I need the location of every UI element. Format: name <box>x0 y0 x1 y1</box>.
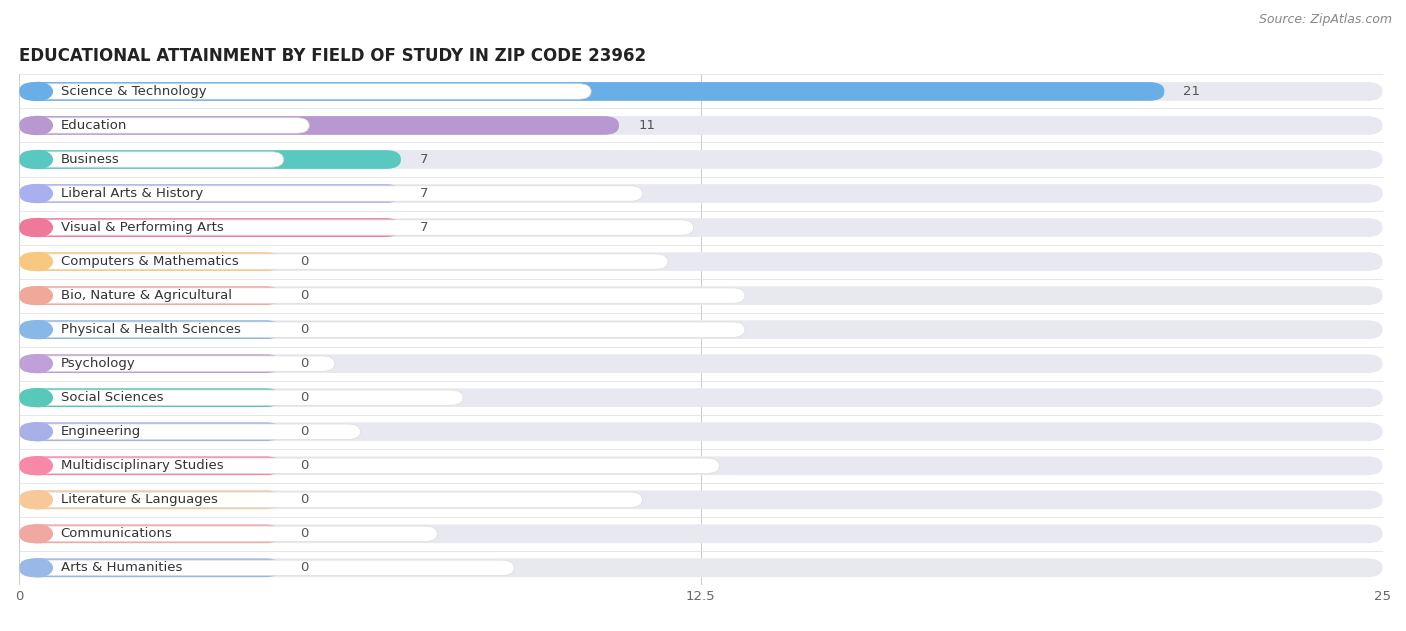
Text: 0: 0 <box>299 562 308 574</box>
FancyBboxPatch shape <box>24 560 515 575</box>
Circle shape <box>24 151 52 168</box>
FancyBboxPatch shape <box>24 288 745 304</box>
FancyBboxPatch shape <box>20 422 1382 441</box>
Circle shape <box>24 457 52 475</box>
Circle shape <box>24 559 52 577</box>
Text: 0: 0 <box>299 425 308 438</box>
Text: 0: 0 <box>299 391 308 404</box>
FancyBboxPatch shape <box>20 524 1382 543</box>
FancyBboxPatch shape <box>20 184 401 203</box>
FancyBboxPatch shape <box>20 456 1382 475</box>
Text: 0: 0 <box>299 255 308 268</box>
FancyBboxPatch shape <box>24 118 309 133</box>
FancyBboxPatch shape <box>20 321 281 339</box>
Text: Bio, Nature & Agricultural: Bio, Nature & Agricultural <box>60 289 232 302</box>
FancyBboxPatch shape <box>20 558 281 577</box>
Text: Computers & Mathematics: Computers & Mathematics <box>60 255 238 268</box>
Text: Arts & Humanities: Arts & Humanities <box>60 562 181 574</box>
FancyBboxPatch shape <box>24 356 335 371</box>
FancyBboxPatch shape <box>20 490 1382 509</box>
FancyBboxPatch shape <box>24 492 643 507</box>
FancyBboxPatch shape <box>20 116 619 135</box>
Text: Communications: Communications <box>60 528 173 540</box>
FancyBboxPatch shape <box>20 252 281 271</box>
Text: 7: 7 <box>420 187 429 200</box>
Circle shape <box>24 491 52 509</box>
FancyBboxPatch shape <box>20 184 1382 203</box>
FancyBboxPatch shape <box>24 526 437 541</box>
Text: Physical & Health Sciences: Physical & Health Sciences <box>60 323 240 336</box>
FancyBboxPatch shape <box>20 524 281 543</box>
Circle shape <box>24 389 52 406</box>
Text: 0: 0 <box>299 357 308 370</box>
Text: 0: 0 <box>299 528 308 540</box>
Text: Psychology: Psychology <box>60 357 135 370</box>
FancyBboxPatch shape <box>20 252 1382 271</box>
FancyBboxPatch shape <box>24 84 591 99</box>
Text: 11: 11 <box>638 119 655 132</box>
Text: EDUCATIONAL ATTAINMENT BY FIELD OF STUDY IN ZIP CODE 23962: EDUCATIONAL ATTAINMENT BY FIELD OF STUDY… <box>20 47 647 64</box>
FancyBboxPatch shape <box>24 322 745 338</box>
Text: Source: ZipAtlas.com: Source: ZipAtlas.com <box>1258 13 1392 26</box>
FancyBboxPatch shape <box>20 218 401 237</box>
FancyBboxPatch shape <box>24 390 463 405</box>
Text: Science & Technology: Science & Technology <box>60 85 207 98</box>
Circle shape <box>24 355 52 373</box>
FancyBboxPatch shape <box>20 82 1382 101</box>
FancyBboxPatch shape <box>24 186 643 201</box>
FancyBboxPatch shape <box>20 82 1164 101</box>
FancyBboxPatch shape <box>20 354 281 373</box>
Text: 0: 0 <box>299 289 308 302</box>
FancyBboxPatch shape <box>20 150 401 169</box>
FancyBboxPatch shape <box>20 558 1382 577</box>
FancyBboxPatch shape <box>20 286 281 305</box>
Text: 0: 0 <box>299 459 308 472</box>
Text: 7: 7 <box>420 153 429 166</box>
FancyBboxPatch shape <box>20 286 1382 305</box>
FancyBboxPatch shape <box>20 218 1382 237</box>
Circle shape <box>24 184 52 203</box>
FancyBboxPatch shape <box>24 424 360 439</box>
Text: Education: Education <box>60 119 127 132</box>
Text: 0: 0 <box>299 323 308 336</box>
Text: Social Sciences: Social Sciences <box>60 391 163 404</box>
Text: Business: Business <box>60 153 120 166</box>
FancyBboxPatch shape <box>20 116 1382 135</box>
Circle shape <box>24 321 52 339</box>
Text: 21: 21 <box>1184 85 1201 98</box>
FancyBboxPatch shape <box>24 220 693 235</box>
Text: 7: 7 <box>420 221 429 234</box>
Circle shape <box>24 286 52 305</box>
Circle shape <box>24 525 52 543</box>
Text: Multidisciplinary Studies: Multidisciplinary Studies <box>60 459 224 472</box>
Circle shape <box>24 423 52 440</box>
FancyBboxPatch shape <box>20 354 1382 373</box>
Circle shape <box>24 252 52 271</box>
FancyBboxPatch shape <box>20 321 1382 339</box>
Text: 0: 0 <box>299 493 308 506</box>
FancyBboxPatch shape <box>24 152 284 167</box>
Text: Liberal Arts & History: Liberal Arts & History <box>60 187 202 200</box>
Text: Visual & Performing Arts: Visual & Performing Arts <box>60 221 224 234</box>
FancyBboxPatch shape <box>20 456 281 475</box>
FancyBboxPatch shape <box>20 388 1382 407</box>
FancyBboxPatch shape <box>24 254 668 269</box>
Circle shape <box>24 83 52 100</box>
FancyBboxPatch shape <box>24 458 720 473</box>
Circle shape <box>24 218 52 237</box>
FancyBboxPatch shape <box>20 422 281 441</box>
Text: Engineering: Engineering <box>60 425 141 438</box>
Circle shape <box>24 117 52 134</box>
FancyBboxPatch shape <box>20 388 281 407</box>
FancyBboxPatch shape <box>20 490 281 509</box>
Text: Literature & Languages: Literature & Languages <box>60 493 218 506</box>
FancyBboxPatch shape <box>20 150 1382 169</box>
